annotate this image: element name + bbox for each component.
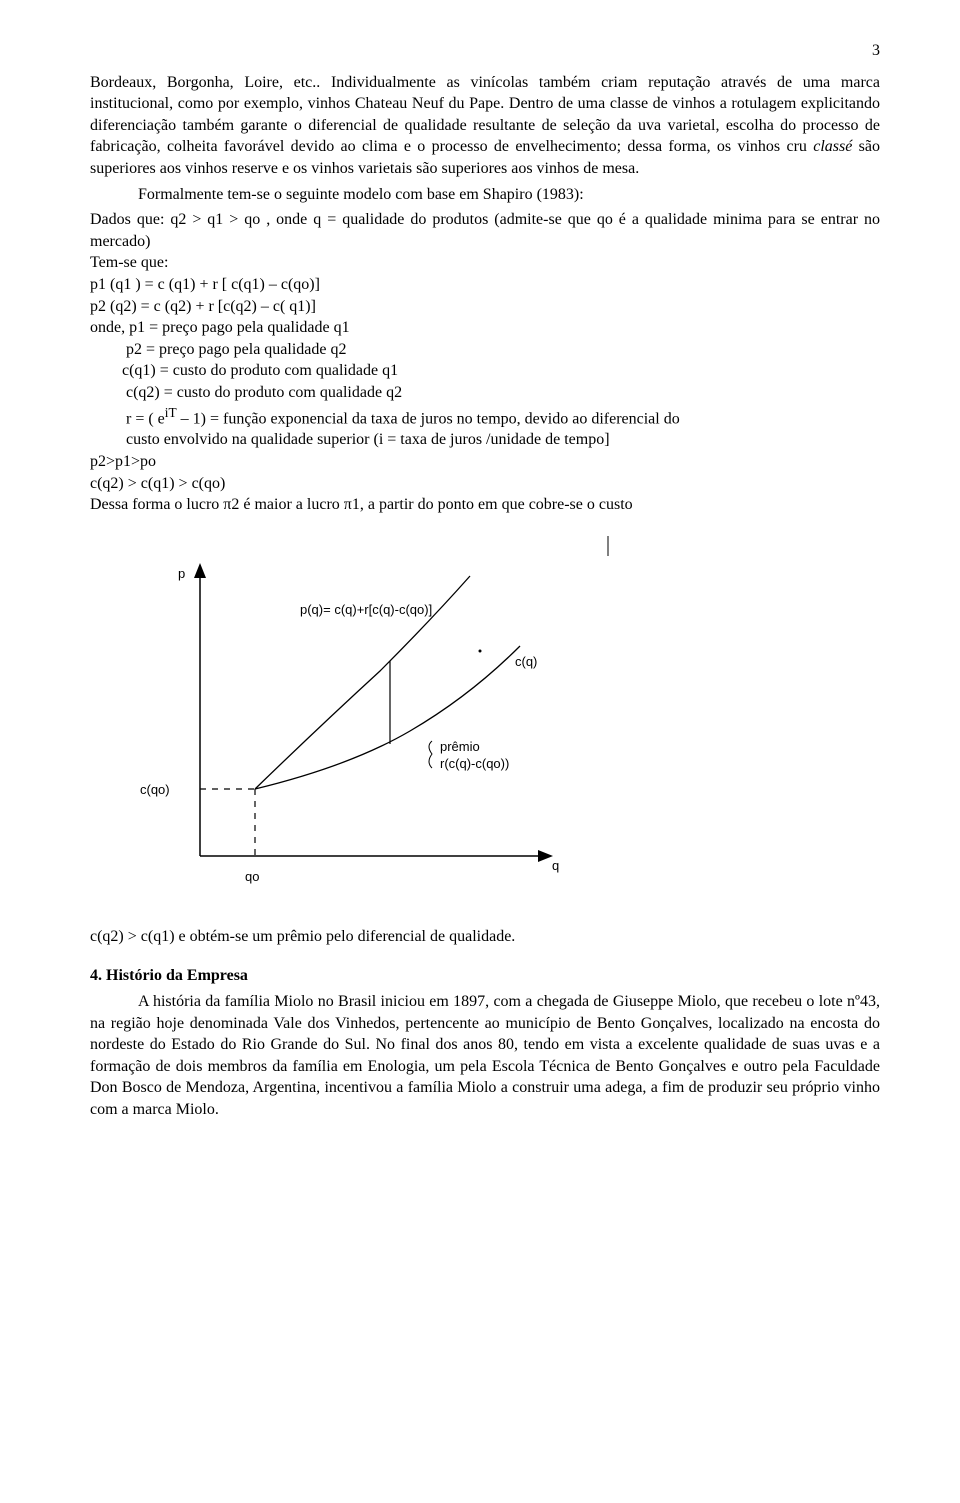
line-r: r = ( eiT – 1) = função exponencial da t… xyxy=(90,404,880,430)
line-r-sup: iT xyxy=(165,405,177,420)
premium-brace xyxy=(429,741,432,768)
paragraph-2: Formalmente tem-se o seguinte modelo com… xyxy=(90,184,880,206)
line-p2p1po: p2>p1>po xyxy=(90,451,880,473)
line-cq1: c(q1) = custo do produto com qualidade q… xyxy=(90,360,880,382)
line-cq2cq1cqo: c(q2) > c(q1) > c(qo) xyxy=(90,473,880,495)
page-number: 3 xyxy=(90,40,880,62)
line-dados: Dados que: q2 > q1 > qo , onde q = quali… xyxy=(90,209,880,252)
para1-head: Bordeaux, Borgonha, Loire, etc.. Individ… xyxy=(90,74,880,156)
price-quality-diagram: p q c(qo) qo p(q)= c(q)+r[c(q)-c(qo)] c(… xyxy=(90,536,610,896)
line-r-a: r = ( e xyxy=(90,410,165,427)
line-custo: custo envolvido na qualidade superior (i… xyxy=(90,429,880,451)
after-chart-line: c(q2) > c(q1) e obtém-se um prêmio pelo … xyxy=(90,926,880,948)
dot-marker xyxy=(479,649,482,652)
line-onde-p1: onde, p1 = preço pago pela qualidade q1 xyxy=(90,317,880,339)
x-axis-label: q xyxy=(552,858,559,873)
qo-label: qo xyxy=(245,869,259,884)
section-4-body: A história da família Miolo no Brasil in… xyxy=(90,991,880,1121)
line-p1: p1 (q1 ) = c (q1) + r [ c(q1) – c(qo)] xyxy=(90,274,880,296)
paragraph-1: Bordeaux, Borgonha, Loire, etc.. Individ… xyxy=(90,72,880,180)
line-p2: p2 (q2) = c (q2) + r [c(q2) – c( q1)] xyxy=(90,296,880,318)
premium-label-2: r(c(q)-c(qo)) xyxy=(440,756,509,771)
upper-curve-label: p(q)= c(q)+r[c(q)-c(qo)] xyxy=(300,602,432,617)
line-lucro: Dessa forma o lucro π2 é maior a lucro π… xyxy=(90,494,880,516)
equation-block: Dados que: q2 > q1 > qo , onde q = quali… xyxy=(90,209,880,516)
line-temse: Tem-se que: xyxy=(90,252,880,274)
line-r-b: – 1) = função exponencial da taxa de jur… xyxy=(177,410,680,427)
premium-label-1: prêmio xyxy=(440,739,480,754)
lower-curve-label: c(q) xyxy=(515,654,537,669)
section-4-title: 4. Histório da Empresa xyxy=(90,965,880,987)
line-p2def: p2 = preço pago pela qualidade q2 xyxy=(90,339,880,361)
y-axis-label: p xyxy=(178,566,185,581)
para1-italic: classé xyxy=(813,138,852,155)
line-cq2: c(q2) = custo do produto com qualidade q… xyxy=(90,382,880,404)
cqo-label: c(qo) xyxy=(140,782,170,797)
